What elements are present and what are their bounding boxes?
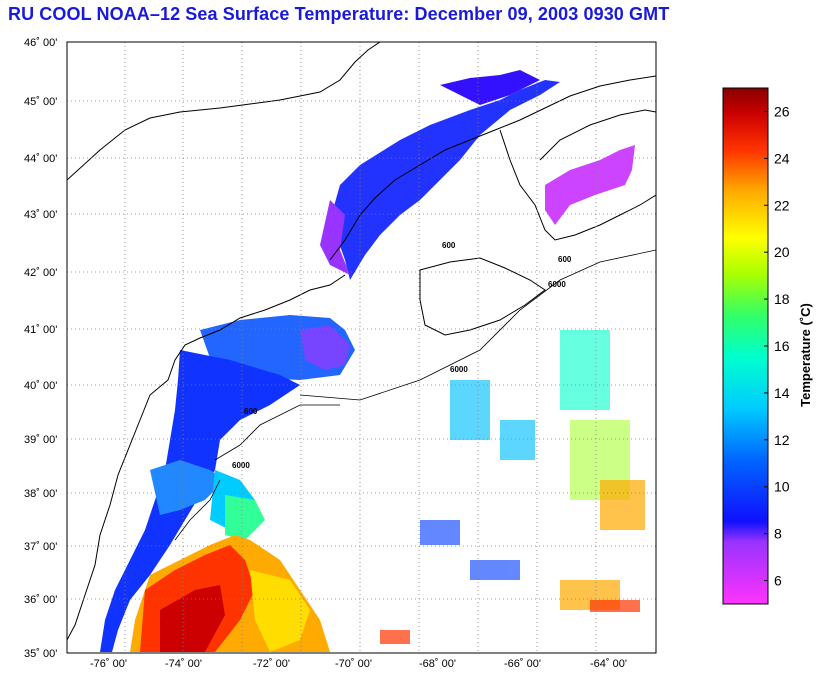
lat-label: 36˚ 00' [24,594,57,606]
map-title: RU COOL NOAA–12 Sea Surface Temperature:… [8,4,670,24]
colorbar-tick-label: 10 [774,479,790,495]
lat-label: 43˚ 00' [24,209,57,221]
colorbar-tick-label: 14 [774,385,790,401]
mid-atlantic-shelf-sst [100,350,300,652]
lat-label: 35˚ 00' [24,648,57,660]
lat-label: 40˚ 00' [24,380,57,392]
lat-label: 39˚ 00' [24,434,57,446]
lon-label: -68˚ 00' [419,658,456,670]
colorbar-tick-label: 16 [774,338,790,354]
longitude-axis: -76˚ 00' -74˚ 00' -72˚ 00' -70˚ 00' -68˚… [90,658,627,670]
isobath-label-6000: 6000 [232,461,250,470]
colorbar-tick-label: 22 [774,197,790,213]
colorbar-tick-label: 26 [774,103,790,119]
lon-label: -76˚ 00' [90,658,127,670]
latitude-axis: 46˚ 00' 45˚ 00' 44˚ 00' 43˚ 00' 42˚ 00' … [24,37,57,660]
gulf-of-maine-sst [330,80,560,280]
sst-data-layer [100,70,645,652]
map-frame [66,41,657,654]
isobath-label-6000: 6000 [450,365,468,374]
lat-label: 37˚ 00' [24,541,57,553]
colorbar-tick-label: 18 [774,291,790,307]
colorbar-label: Temperature (˚C) [798,303,813,407]
colorbar-ticks: 26 24 22 20 18 16 14 12 10 8 6 [764,103,790,589]
lon-label: -66˚ 00' [504,658,541,670]
gulf-st-lawrence-sst [545,145,635,225]
lat-label: 46˚ 00' [24,37,57,49]
colorbar-tick-label: 20 [774,244,790,260]
isobath-label-6000: 6000 [548,280,566,289]
colorbar-tick-label: 6 [774,573,782,589]
coastline [67,42,656,641]
colorbar-tick-label: 24 [774,150,790,166]
lat-label: 42˚ 00' [24,267,57,279]
colorbar: 26 24 22 20 18 16 14 12 10 8 6 Temperature (˚C) [722,87,813,605]
lon-label: -64˚ 00' [590,658,627,670]
colorbar-tick-label: 8 [774,526,782,542]
lat-label: 44˚ 00' [24,153,57,165]
colorbar-gradient [722,87,769,605]
isobath-label-600: 600 [442,241,456,250]
isobath-contours [174,249,656,541]
lat-label: 38˚ 00' [24,488,57,500]
lon-label: -70˚ 00' [335,658,372,670]
colorbar-tick-label: 12 [774,432,790,448]
lat-label: 45˚ 00' [24,96,57,108]
isobath-label-600: 600 [244,407,258,416]
lon-label: -74˚ 00' [165,658,202,670]
isobath-label-600: 600 [558,255,572,264]
lon-label: -72˚ 00' [253,658,290,670]
lat-label: 41˚ 00' [24,324,57,336]
